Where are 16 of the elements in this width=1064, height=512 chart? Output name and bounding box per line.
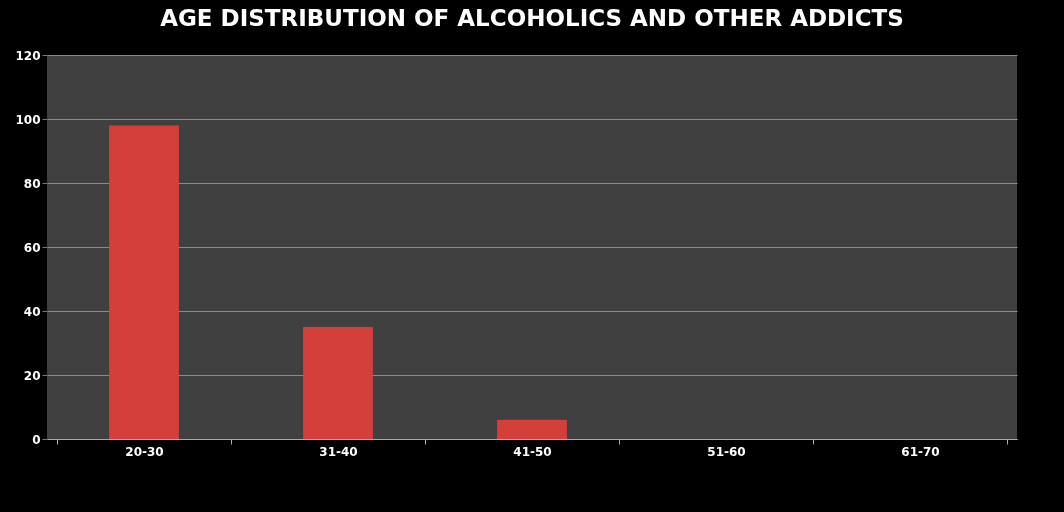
x-tick-label: 61-70 xyxy=(901,444,940,459)
bar xyxy=(497,419,567,439)
y-tick-label: 0 xyxy=(32,432,41,447)
bar xyxy=(303,327,373,439)
y-tick-label: 100 xyxy=(15,112,41,127)
bar xyxy=(109,125,179,439)
y-tick-label: 20 xyxy=(23,368,41,383)
x-tick-label: 51-60 xyxy=(707,444,746,459)
x-tick-label: 31-40 xyxy=(319,444,358,459)
y-tick-label: 80 xyxy=(23,176,41,191)
chart-title: AGE DISTRIBUTION OF ALCOHOLICS AND OTHER ADDICTS xyxy=(160,5,904,31)
y-tick-label: 60 xyxy=(23,240,41,255)
y-tick-label: 40 xyxy=(23,304,41,319)
x-tick-label: 41-50 xyxy=(513,444,552,459)
x-tick-label: 20-30 xyxy=(125,444,164,459)
y-tick-label: 120 xyxy=(15,48,41,63)
